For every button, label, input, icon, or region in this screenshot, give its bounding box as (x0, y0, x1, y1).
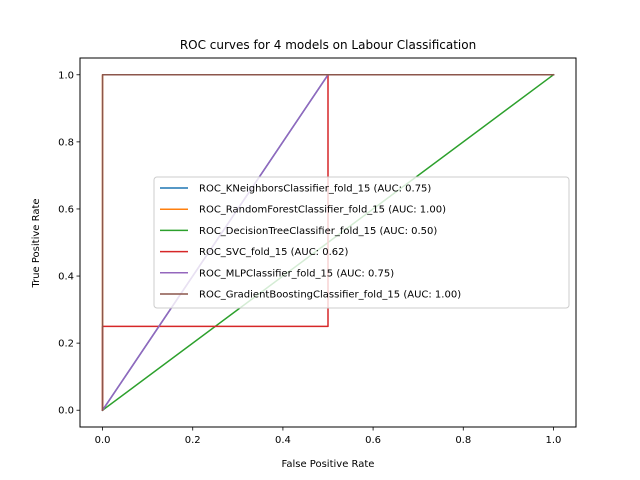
legend-label-1: ROC_KNeighborsClassifier_fold_15 (AUC: 0… (199, 184, 431, 195)
y-tick-label: 0.8 (58, 137, 74, 148)
x-tick-label: 0.2 (185, 435, 201, 446)
legend-label-2: ROC_RandomForestClassifier_fold_15 (AUC:… (199, 205, 446, 216)
y-axis-label: True Positive Rate (31, 198, 42, 288)
x-axis-label: False Positive Rate (282, 459, 375, 470)
y-tick-label: 0.6 (58, 204, 74, 215)
x-tick-label: 0.8 (455, 435, 471, 446)
legend-label-3: ROC_DecisionTreeClassifier_fold_15 (AUC:… (199, 226, 437, 237)
y-tick-label: 0.0 (58, 406, 74, 417)
x-tick-label: 0.6 (365, 435, 381, 446)
x-tick-label: 0.0 (95, 435, 111, 446)
axes-frame (79, 57, 577, 428)
legend-label-6: ROC_GradientBoostingClassifier_fold_15 (… (199, 290, 461, 301)
legend-label-4: ROC_SVC_fold_15 (AUC: 0.62) (199, 247, 348, 258)
legend-items: ROC_KNeighborsClassifier_fold_15 (AUC: 0… (160, 184, 461, 301)
y-tick-label: 1.0 (58, 70, 74, 81)
chart-title: ROC curves for 4 models on Labour Classi… (180, 38, 476, 52)
y-axis-ticks: 0.0 0.2 0.4 0.6 0.8 1.0 (58, 70, 80, 417)
legend-box (153, 176, 570, 309)
x-axis-ticks: 0.0 0.2 0.4 0.6 0.8 1.0 (95, 427, 562, 446)
x-tick-label: 0.4 (275, 435, 291, 446)
y-tick-label: 0.4 (58, 272, 74, 283)
legend: ROC_KNeighborsClassifier_fold_15 (AUC: 0… (153, 176, 570, 309)
series-line-6 (101, 74, 555, 411)
x-tick-label: 1.0 (546, 435, 562, 446)
legend-label-5: ROC_MLPClassifier_fold_15 (AUC: 0.75) (199, 268, 394, 279)
y-tick-label: 0.2 (58, 339, 74, 350)
